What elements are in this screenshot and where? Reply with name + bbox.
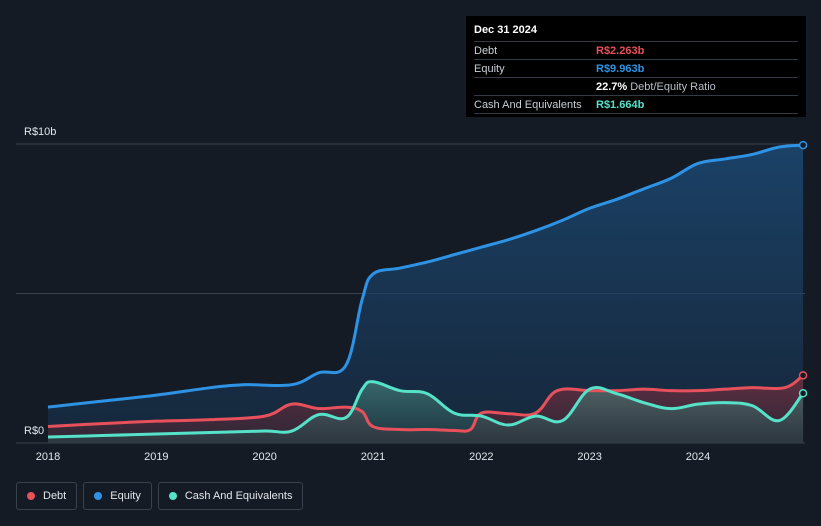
x-tick-label: 2018: [36, 451, 60, 463]
legend-item-equity[interactable]: Equity: [83, 482, 152, 510]
equity-area: [48, 145, 804, 443]
y-tick-label: R$0: [24, 425, 44, 437]
x-tick-label: 2024: [686, 451, 710, 463]
x-tick-label: 2019: [144, 451, 168, 463]
tooltip-row-equity: Equity R$9.963b: [474, 59, 798, 77]
x-tick-label: 2020: [252, 451, 276, 463]
series-endpoints: [798, 140, 808, 398]
legend-item-debt[interactable]: Debt: [16, 482, 78, 510]
legend-label: Cash And Equivalents: [184, 490, 293, 502]
tooltip-value-ratio: 22.7%: [596, 80, 628, 93]
equity-dot-icon: [94, 492, 103, 500]
cash-endpoint: [798, 388, 808, 398]
tooltip-label: Debt: [474, 44, 498, 57]
tooltip-row-debt: Debt R$2.263b: [474, 41, 798, 59]
debt-endpoint: [798, 371, 808, 380]
cash-line: [47, 380, 805, 439]
tooltip: Dec 31 2024 Debt R$2.263b Equity R$9.963…: [466, 16, 806, 117]
equity-line: [47, 143, 804, 409]
equity-endpoint: [798, 140, 808, 150]
legend-label: Equity: [110, 490, 141, 502]
series-lines: [47, 143, 805, 439]
cash-dot-icon: [168, 492, 177, 500]
tooltip-row-ratio: 22.7% Debt/Equity Ratio: [474, 77, 798, 95]
tooltip-label: Cash And Equivalents: [474, 98, 582, 111]
series-areas: [48, 145, 804, 443]
tooltip-date: Dec 31 2024: [474, 24, 537, 36]
tooltip-row-cash: Cash And Equivalents R$1.664b: [474, 95, 798, 114]
legend-label: Debt: [43, 490, 67, 502]
tooltip-value-equity: R$9.963b: [596, 62, 645, 75]
cash-area: [48, 381, 804, 443]
x-tick-label: 2022: [469, 451, 493, 463]
x-tick-label: 2021: [361, 451, 385, 463]
tooltip-value-debt: R$2.263b: [596, 44, 645, 57]
x-tick-label: 2023: [577, 451, 601, 463]
debt-dot-icon: [27, 492, 35, 500]
tooltip-ratio-desc: Debt/Equity Ratio: [630, 80, 716, 93]
debt-line: [47, 374, 805, 433]
axis-labels: R$10b R$0 2018 2019 2020 2021 2022 2023 2024: [24, 126, 710, 463]
legend-item-cash[interactable]: Cash And Equivalents: [157, 482, 304, 510]
tooltip-value-cash: R$1.664b: [596, 98, 645, 111]
tooltip-label: Equity: [474, 62, 505, 75]
legend: Debt Equity Cash And Equivalents: [16, 482, 304, 510]
y-tick-label: R$10b: [24, 126, 56, 138]
